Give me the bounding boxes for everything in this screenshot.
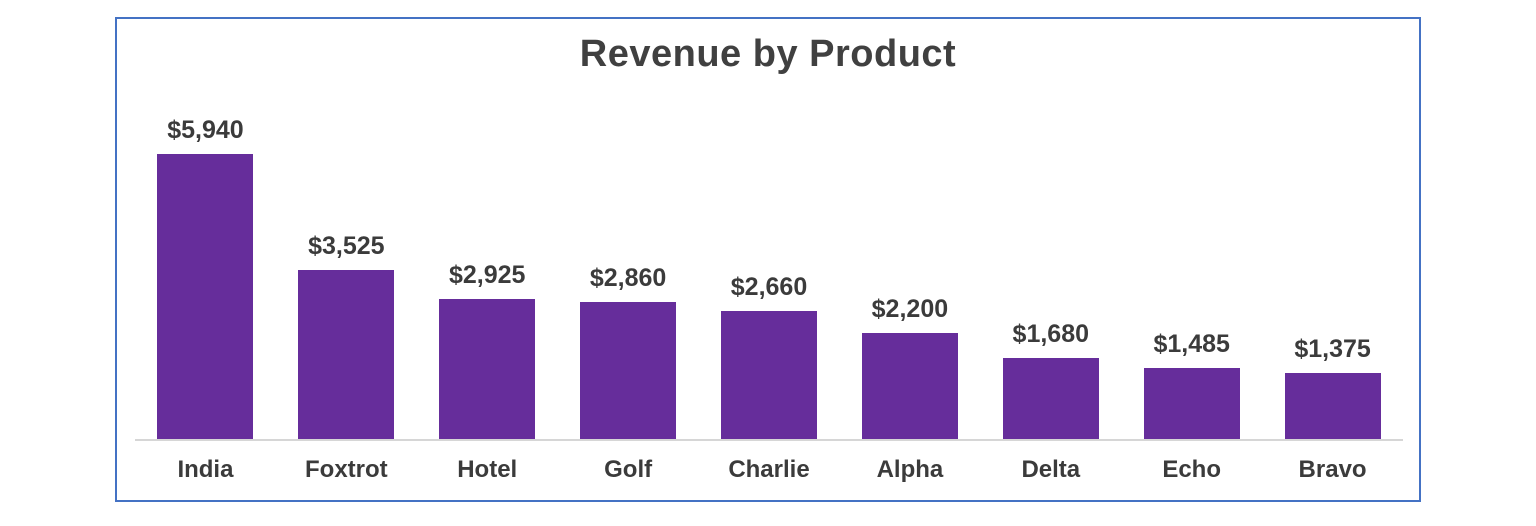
bar-cell: $5,940 <box>135 116 276 439</box>
bar-value-label: $1,680 <box>1012 320 1090 348</box>
bar <box>1284 373 1381 439</box>
bar-value-label: $1,375 <box>1294 335 1371 363</box>
bar-value-label: $2,200 <box>871 295 949 323</box>
category-label: Echo <box>1162 456 1222 483</box>
category-label: Foxtrot <box>305 456 388 483</box>
bar <box>1143 368 1240 439</box>
bar-value-label: $2,860 <box>589 264 667 292</box>
bar-value-label: $1,485 <box>1153 330 1230 358</box>
bar-cell: $1,375 <box>1262 335 1403 439</box>
bar <box>721 311 817 439</box>
category-label: Bravo <box>1298 456 1367 483</box>
bar-cell: $2,660 <box>699 273 840 439</box>
category-label: Charlie <box>728 456 810 483</box>
revenue-by-product-chart: Revenue by Product $5,940 $3,525 $2,925 $2,… <box>115 17 1421 502</box>
bar-cell: $1,680 <box>980 320 1121 439</box>
bar-value-label: $5,940 <box>167 116 244 144</box>
bar-cell: $1,485 <box>1121 330 1262 439</box>
x-axis-line <box>135 439 1403 441</box>
bar-value-label: $2,660 <box>730 273 808 301</box>
category-label: Hotel <box>457 456 518 483</box>
bar-cell: $2,925 <box>417 261 558 439</box>
bar-value-label: $2,925 <box>448 261 526 289</box>
category-axis: India Foxtrot Hotel Golf Charlie Alpha Delta Ec… <box>135 456 1403 484</box>
bar-value-label: $3,525 <box>308 232 385 260</box>
bar <box>439 299 536 439</box>
bar <box>580 302 677 439</box>
bar <box>298 270 395 439</box>
bar <box>861 333 958 439</box>
category-label: India <box>177 456 234 483</box>
bar-cell: $3,525 <box>276 232 417 439</box>
bar <box>157 154 254 439</box>
plot-area: $5,940 $3,525 $2,925 $2,860 $2,660 $2,200 $1,6… <box>135 19 1403 439</box>
bar-cell: $2,860 <box>558 264 699 439</box>
category-label: Golf <box>604 456 653 483</box>
category-label: Alpha <box>876 456 944 483</box>
chart-title: Revenue by Product <box>579 33 957 75</box>
category-label: Delta <box>1021 456 1081 483</box>
bar-cell: $2,200 <box>839 295 980 439</box>
bar <box>1002 358 1099 439</box>
